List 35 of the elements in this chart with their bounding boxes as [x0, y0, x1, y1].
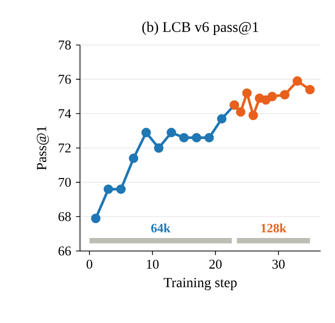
x-tick-label: 30 [272, 260, 285, 269]
point [267, 92, 277, 102]
point [128, 154, 138, 164]
point [116, 184, 126, 194]
point [192, 132, 202, 142]
point [179, 132, 189, 142]
annotation: 64k [151, 224, 170, 232]
y-tick-label: 74 [58, 109, 72, 118]
point [236, 107, 246, 117]
y-tick-label: 66 [58, 246, 71, 256]
x-tick-label: 10 [146, 260, 159, 269]
y-axis-title: Pass@1 [36, 126, 49, 170]
y-tick-label: 70 [58, 178, 71, 187]
point [141, 128, 151, 138]
y-tick-label: 68 [58, 212, 71, 222]
annotation: 128k [261, 224, 286, 232]
point [248, 110, 258, 120]
point [242, 88, 252, 98]
point [154, 143, 164, 153]
x-tick-label: 20 [209, 260, 222, 269]
point [217, 114, 226, 124]
x-axis-title: Training step [164, 278, 237, 290]
chart-title: (b) LCB v6 pass@1 [142, 22, 258, 35]
point [280, 90, 290, 100]
point [261, 95, 271, 105]
point [166, 128, 176, 138]
x-tick-label: 0 [86, 260, 92, 269]
y-tick-label: 76 [58, 74, 71, 84]
point [305, 84, 315, 94]
point [292, 76, 302, 86]
point [204, 132, 214, 142]
point [91, 214, 100, 224]
y-tick-label: 78 [58, 40, 71, 50]
y-tick-label: 72 [58, 144, 71, 152]
point [104, 184, 114, 194]
